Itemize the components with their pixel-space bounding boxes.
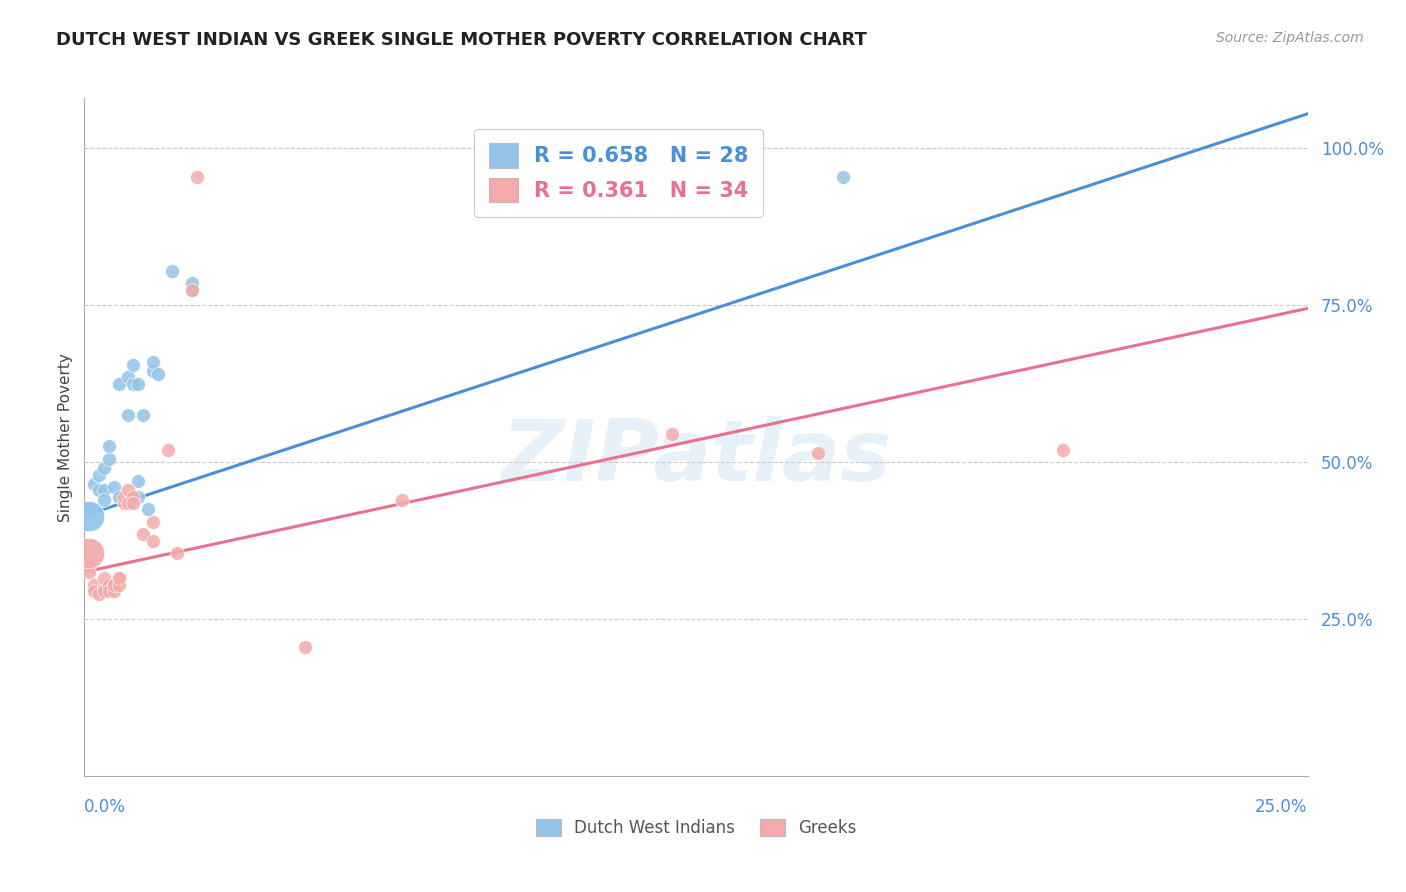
Point	[142, 515, 165, 529]
Point	[807, 446, 830, 460]
Point	[136, 502, 159, 516]
Point	[142, 533, 165, 548]
Text: Source: ZipAtlas.com: Source: ZipAtlas.com	[1216, 31, 1364, 45]
Point	[146, 368, 169, 382]
Point	[93, 571, 115, 585]
Point	[103, 577, 125, 591]
Point	[97, 452, 120, 467]
Point	[661, 426, 683, 441]
Point	[127, 490, 149, 504]
Point	[162, 264, 184, 278]
Point	[142, 364, 165, 378]
Point	[87, 587, 110, 601]
Point	[831, 169, 853, 184]
Point	[166, 546, 188, 560]
Point	[132, 408, 155, 422]
Point	[103, 577, 125, 591]
Point	[117, 483, 139, 498]
Point	[1052, 442, 1074, 457]
Point	[87, 483, 110, 498]
Point	[127, 474, 149, 488]
Point	[181, 283, 204, 297]
Point	[117, 496, 139, 510]
Point	[122, 358, 145, 372]
Point	[93, 583, 115, 598]
Point	[156, 442, 179, 457]
Point	[117, 370, 139, 384]
Point	[181, 277, 204, 291]
Point	[93, 461, 115, 475]
Point	[107, 571, 129, 585]
Point	[107, 577, 129, 591]
Text: 0.0%: 0.0%	[84, 798, 127, 816]
Point	[97, 583, 120, 598]
Point	[103, 583, 125, 598]
Point	[142, 355, 165, 369]
Point	[77, 502, 100, 516]
Point	[391, 492, 413, 507]
Text: 25.0%: 25.0%	[1256, 798, 1308, 816]
Point	[127, 376, 149, 391]
Point	[122, 490, 145, 504]
Point	[93, 492, 115, 507]
Point	[83, 583, 105, 598]
Point	[83, 577, 105, 591]
Point	[77, 508, 100, 523]
Point	[122, 376, 145, 391]
Point	[77, 546, 100, 560]
Text: DUTCH WEST INDIAN VS GREEK SINGLE MOTHER POVERTY CORRELATION CHART: DUTCH WEST INDIAN VS GREEK SINGLE MOTHER…	[56, 31, 868, 49]
Point	[112, 490, 135, 504]
Point	[93, 483, 115, 498]
Y-axis label: Single Mother Poverty: Single Mother Poverty	[58, 352, 73, 522]
Point	[87, 467, 110, 482]
Point	[112, 496, 135, 510]
Point	[77, 558, 100, 573]
Point	[117, 408, 139, 422]
Point	[186, 169, 208, 184]
Point	[103, 480, 125, 494]
Point	[181, 283, 204, 297]
Legend: Dutch West Indians, Greeks: Dutch West Indians, Greeks	[527, 811, 865, 846]
Point	[132, 527, 155, 541]
Point	[107, 571, 129, 585]
Point	[97, 440, 120, 454]
Point	[83, 477, 105, 491]
Point	[294, 640, 316, 655]
Point	[122, 496, 145, 510]
Point	[77, 565, 100, 579]
Point	[97, 577, 120, 591]
Point	[107, 376, 129, 391]
Text: ZIPatlas: ZIPatlas	[501, 416, 891, 499]
Point	[93, 581, 115, 595]
Point	[107, 490, 129, 504]
